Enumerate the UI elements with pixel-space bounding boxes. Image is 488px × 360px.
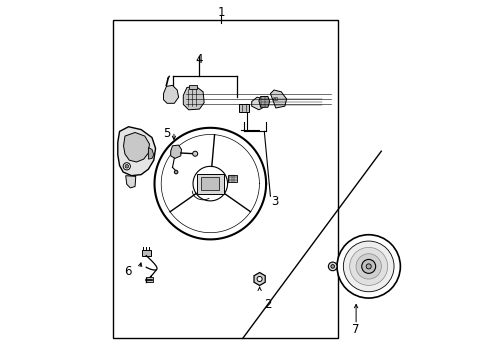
Circle shape xyxy=(330,265,334,268)
Polygon shape xyxy=(170,145,181,158)
Text: 1: 1 xyxy=(217,6,224,19)
Circle shape xyxy=(349,247,387,285)
Polygon shape xyxy=(183,86,204,110)
Polygon shape xyxy=(253,273,264,285)
Text: 2: 2 xyxy=(264,298,271,311)
Text: 80: 80 xyxy=(272,96,278,102)
Bar xyxy=(113,20,337,338)
Circle shape xyxy=(361,260,375,273)
Bar xyxy=(142,250,151,256)
Bar xyxy=(196,174,224,194)
Bar xyxy=(201,177,219,190)
Bar xyxy=(188,85,196,89)
Text: 7: 7 xyxy=(352,323,359,336)
Polygon shape xyxy=(123,132,149,162)
Circle shape xyxy=(328,262,336,271)
Polygon shape xyxy=(258,96,269,107)
Polygon shape xyxy=(148,148,153,159)
Polygon shape xyxy=(118,127,155,176)
Text: 4: 4 xyxy=(195,53,203,66)
Text: 3: 3 xyxy=(271,195,278,208)
Polygon shape xyxy=(125,176,136,188)
Text: 5: 5 xyxy=(163,127,170,140)
Circle shape xyxy=(355,254,381,279)
Circle shape xyxy=(192,151,197,156)
Polygon shape xyxy=(270,90,286,108)
Circle shape xyxy=(123,163,130,170)
Bar xyxy=(228,175,237,182)
Polygon shape xyxy=(251,97,265,110)
Bar xyxy=(146,277,152,282)
Circle shape xyxy=(366,264,370,269)
Circle shape xyxy=(343,241,393,292)
Circle shape xyxy=(257,276,262,282)
Circle shape xyxy=(174,170,178,174)
Circle shape xyxy=(336,235,400,298)
Polygon shape xyxy=(163,85,178,103)
Text: 6: 6 xyxy=(123,265,131,278)
Circle shape xyxy=(125,165,128,168)
Bar xyxy=(239,104,249,112)
